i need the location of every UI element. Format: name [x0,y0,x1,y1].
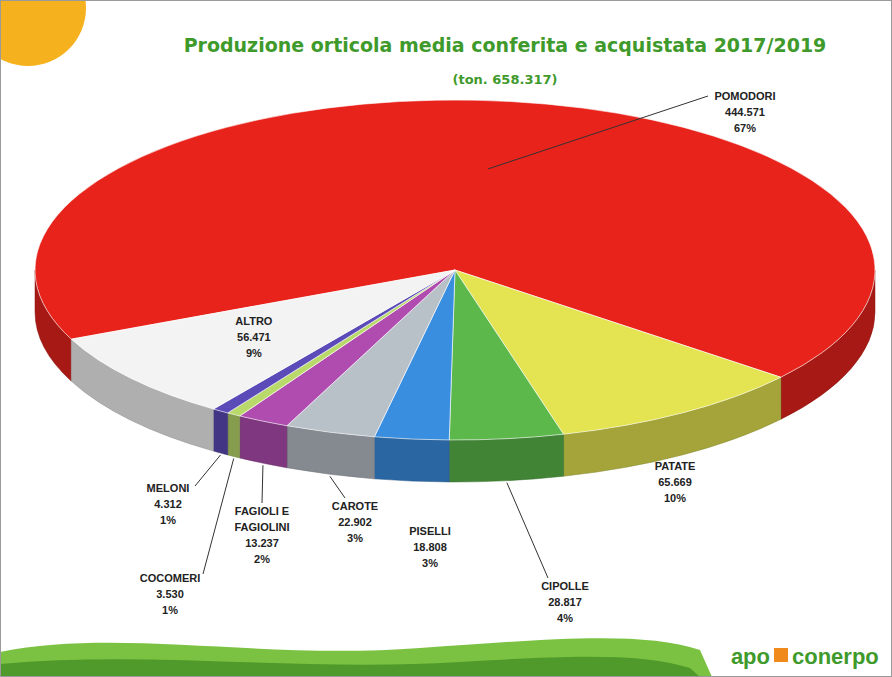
category-label: PISELLI [409,525,451,537]
hill [0,657,700,677]
category-label-line: FAGIOLINI [235,521,290,533]
logo-square [774,648,788,662]
value-label: 444.571 [725,106,765,118]
logo-text: conerpo [792,644,879,669]
category-label: CAROTE [332,500,378,512]
frame [1,1,892,677]
subtitle: (ton. 658.317) [453,72,558,87]
hill [0,638,712,677]
leader-line [330,476,345,498]
percentage-label: 67% [734,122,756,134]
category-label: POMODORI [714,90,775,102]
slice [71,270,455,409]
percentage-label: 1% [162,604,178,616]
leader-line [203,458,234,574]
slice [449,270,563,440]
percentage-label: 9% [246,347,262,359]
category-label-line: CAROTE [332,500,378,512]
category-label-line: MELONI [147,482,190,494]
percentage-label: 2% [254,553,270,565]
leader-line [195,455,221,486]
slice-side [374,437,449,482]
category-label-line: COCOMERI [140,572,201,584]
leader-line [488,96,708,169]
value-label: 65.669 [658,476,692,488]
percentage-label: 3% [347,532,363,544]
sun [0,0,86,66]
slice [213,270,455,413]
title: Produzione orticola media conferita e ac… [184,34,827,56]
category-label-line: ALTRO [235,315,273,327]
category-label: ALTRO [235,315,273,327]
background [0,0,892,677]
value-label: 4.312 [154,498,182,510]
category-label-line: CIPOLLE [541,580,589,592]
percentage-label: 4% [557,612,573,624]
value-label: 56.471 [237,331,271,343]
leader-line [262,465,264,503]
percentage-label: 1% [160,514,176,526]
slice-side [449,434,563,482]
category-label-line: FAGIOLI E [235,505,289,517]
chart: Produzione orticola media conferita e ac… [0,0,892,677]
category-label: PATATE [655,460,696,472]
slice-side [213,409,227,455]
labels: POMODORI 444.571 67% PATATE 65.669 10% CIPOLLE… [140,90,776,624]
value-label: 3.530 [156,588,184,600]
value-label: 28.817 [548,596,582,608]
category-label: CIPOLLE [541,580,589,592]
category-label: COCOMERI [140,572,201,584]
percentage-label: 3% [422,557,438,569]
value-label: 22.902 [338,516,372,528]
category-label-line: PATATE [655,460,696,472]
category-label: FAGIOLI E FAGIOLINI [235,505,290,533]
value-label: 18.808 [413,541,447,553]
category-label: MELONI [147,482,190,494]
slice-side [228,413,240,458]
leader-line [507,483,548,578]
logo: apo conerpo [731,644,879,669]
category-label-line: PISELLI [409,525,451,537]
value-label: 13.237 [245,537,279,549]
slices [35,100,875,440]
logo-text: apo [731,644,770,669]
category-label-line: POMODORI [714,90,775,102]
percentage-label: 10% [664,492,686,504]
